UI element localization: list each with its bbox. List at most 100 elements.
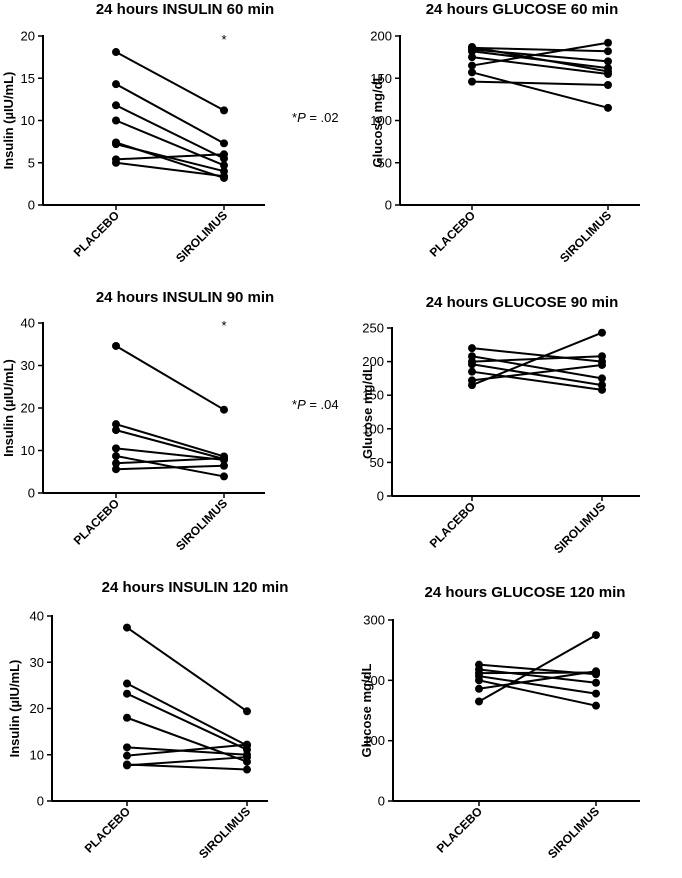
data-point-sirolimus [243,740,251,749]
data-point-sirolimus [592,689,600,698]
x-category-label: SIROLIMUS [196,804,253,861]
subject-line [115,429,225,460]
x-category-label: SIROLIMUS [551,499,608,556]
y-axis-label: Glucose mg/dL [370,73,385,167]
data-point-placebo [475,676,483,685]
data-point-placebo [112,426,120,435]
chart-panel-3: 24 hours INSULIN 90 min Insulin (µIU/mL) 0… [1,289,339,553]
data-point-placebo [475,684,483,693]
data-point-sirolimus [220,150,228,159]
data-point-placebo [112,48,120,57]
data-point-sirolimus [604,64,612,73]
y-tick-label: 5 [28,155,35,170]
y-tick-label: 50 [378,155,392,170]
subject-line [126,756,248,767]
y-tick-label: 50 [370,455,384,470]
subject-line [126,716,248,763]
y-tick-label: 300 [363,613,385,628]
data-point-sirolimus [220,106,228,115]
subject-line [115,457,225,465]
data-point-sirolimus [592,631,600,640]
subject-line [471,331,603,387]
data-point-placebo [112,101,120,110]
data-point-sirolimus [243,765,251,774]
data-point-placebo [468,360,476,369]
chart-panel-2: 24 hours GLUCOSE 60 min Glucose mg/dL 0 50 1… [370,1,640,265]
x-category-label: SIROLIMUS [557,208,614,265]
y-tick-label: 30 [21,358,35,373]
y-tick-label: 20 [21,29,35,44]
chart-title: 24 hours GLUCOSE 120 min [425,584,626,601]
y-tick-label: 0 [28,198,35,213]
subject-line [478,634,597,703]
chart-title: 24 hours INSULIN 60 min [96,1,274,18]
x-category-label: SIROLIMUS [173,496,230,553]
subject-line [126,763,248,771]
subject-line [126,743,248,757]
subject-line [471,363,603,382]
data-point-sirolimus [243,707,251,716]
chart-title: 24 hours INSULIN 120 min [102,579,289,596]
y-tick-label: 20 [30,701,44,716]
subject-line [115,119,225,167]
data-point-placebo [123,751,131,760]
subject-line [478,668,597,684]
data-point-sirolimus [220,461,228,470]
data-point-placebo [123,743,131,752]
data-point-placebo [123,689,131,698]
data-point-placebo [468,344,476,353]
p-value-annotation: *P = .04 [292,397,339,412]
y-tick-label: 0 [377,489,384,504]
data-point-placebo [468,381,476,390]
data-point-sirolimus [220,172,228,181]
data-point-sirolimus [220,454,228,463]
data-point-placebo [123,679,131,688]
x-category-label: PLACEBO [71,496,122,547]
data-point-sirolimus [604,47,612,56]
data-point-sirolimus [220,405,228,414]
subject-line [471,56,609,76]
y-tick-label: 10 [21,443,35,458]
significance-star: * [221,32,226,47]
subject-line [115,51,225,112]
chart-panel-5: 24 hours INSULIN 120 min Insulin (µIU/mL)… [7,579,288,861]
data-point-placebo [112,444,120,453]
y-tick-label: 15 [21,71,35,86]
y-axis-label: Insulin (µIU/mL) [7,660,22,758]
x-category-label: PLACEBO [427,499,478,550]
data-point-placebo [112,459,120,468]
subject-line [471,48,609,63]
y-tick-label: 0 [28,486,35,501]
data-point-sirolimus [592,701,600,710]
data-point-sirolimus [604,70,612,79]
subject-line [126,682,248,747]
chart-panel-6: 24 hours GLUCOSE 120 min Glucose mg/dL 0 10… [359,584,640,861]
data-point-placebo [468,53,476,62]
data-point-sirolimus [592,678,600,687]
y-tick-label: 200 [362,354,384,369]
data-point-sirolimus [598,328,606,337]
data-point-placebo [475,697,483,706]
data-point-placebo [112,452,120,461]
subject-line [115,153,225,161]
y-tick-label: 0 [378,794,385,809]
y-tick-label: 150 [362,388,384,403]
subject-line [471,41,609,67]
subject-line [471,347,603,363]
y-tick-label: 100 [362,421,384,436]
subject-line [478,675,597,695]
subject-line [471,46,609,53]
x-category-label: PLACEBO [82,804,133,855]
data-point-placebo [123,713,131,722]
x-category-label: SIROLIMUS [545,804,602,861]
subject-line [478,679,597,707]
data-point-sirolimus [243,753,251,762]
chart-title: 24 hours INSULIN 90 min [96,289,274,306]
y-tick-label: 150 [370,71,392,86]
data-point-placebo [112,341,120,350]
y-tick-label: 30 [30,655,44,670]
subject-line [471,363,603,387]
subject-line [471,71,609,109]
subject-line [478,671,597,675]
x-category-label: PLACEBO [434,804,485,855]
